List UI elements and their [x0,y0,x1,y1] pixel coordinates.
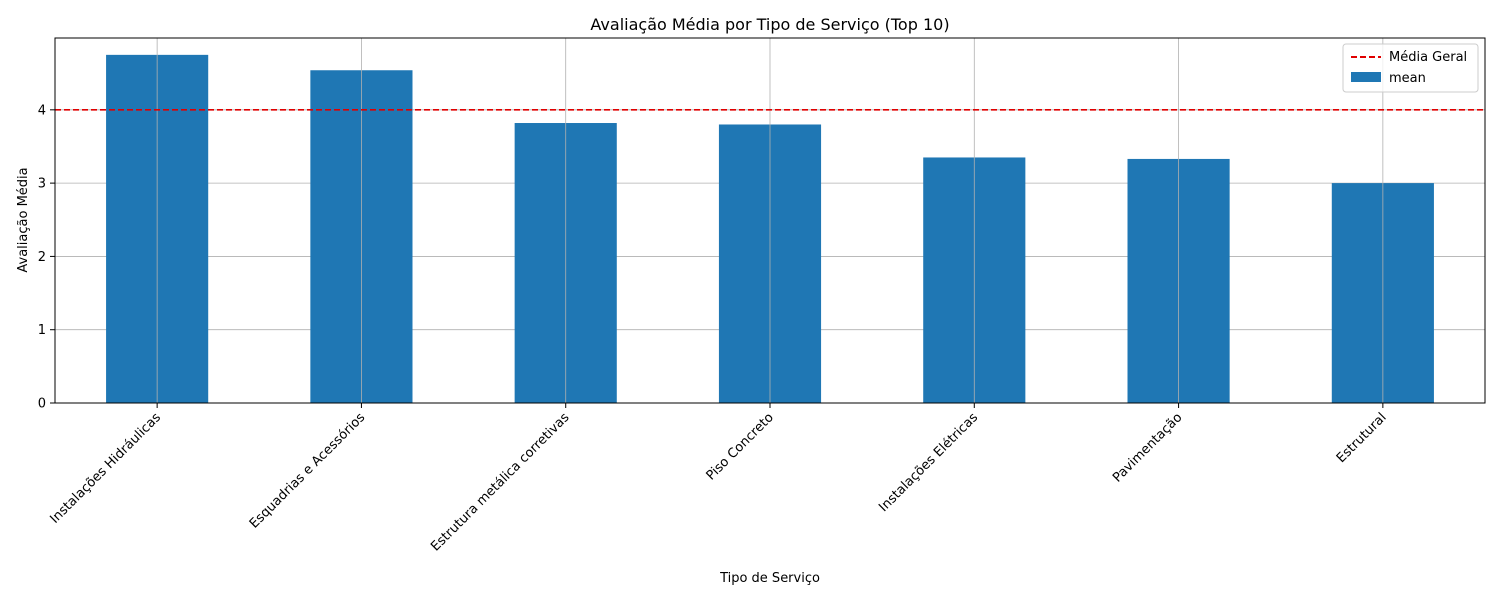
x-tick-label: Instalações Hidráulicas [47,410,164,527]
y-axis-ticks: 0 1 2 3 4 [38,103,55,412]
legend: Média Geral mean [1342,43,1479,93]
y-tick-label: 4 [38,103,46,118]
x-tick-label: Estrutura metálica corretivas [428,410,572,554]
x-axis-title: Tipo de Serviço [719,571,820,586]
y-tick-label: 1 [38,323,46,338]
y-axis-title: Avaliação Média [16,167,31,272]
x-tick-label: Esquadrias e Acessórios [247,410,369,532]
legend-series-label: mean [1389,71,1426,86]
chart-title: Avaliação Média por Tipo de Serviço (Top… [590,15,949,34]
x-tick-label: Estrutural [1334,410,1390,466]
x-axis-ticks: Instalações Hidráulicas Esquadrias e Aces… [47,403,1390,555]
x-tick-label: Pavimentação [1110,410,1185,485]
vertical-grid-lines [156,38,1384,403]
x-tick-label: Piso Concreto [704,410,777,483]
legend-reference-label: Média Geral [1389,50,1467,65]
y-tick-label: 0 [38,397,46,412]
y-tick-label: 2 [38,250,46,265]
legend-series-swatch [1351,72,1381,82]
x-tick-label: Instalações Elétricas [876,410,981,515]
y-tick-label: 3 [38,177,46,192]
